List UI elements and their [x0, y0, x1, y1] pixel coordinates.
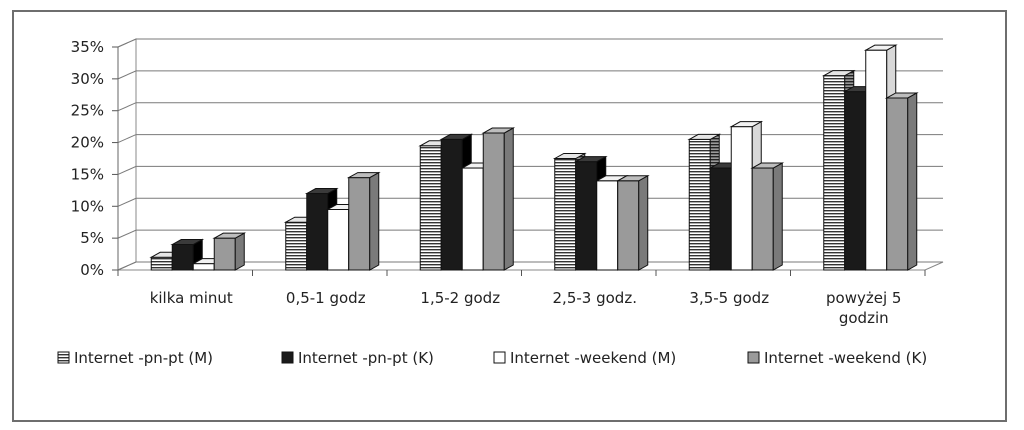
gridline: [117, 134, 943, 144]
bar-side: [638, 174, 649, 271]
bar-top: [346, 172, 381, 179]
bar-front: [171, 244, 194, 271]
bar-front: [327, 208, 350, 271]
bar-top: [729, 121, 764, 128]
bar: [212, 232, 247, 271]
bar-front: [440, 138, 463, 271]
legend-swatch: [281, 351, 294, 364]
x-category-label: 0,5-1 godz: [286, 289, 366, 307]
x-category-label: kilka minut: [150, 289, 233, 307]
gridline: [117, 229, 943, 239]
y-tick-label: 5%: [80, 229, 104, 247]
x-category-label: 1,5-2 godz: [420, 289, 500, 307]
bar-front: [554, 158, 577, 271]
legend-label: Internet -weekend (K): [764, 349, 927, 367]
gridline: [117, 165, 943, 175]
bar-front: [709, 167, 732, 271]
bar-front: [150, 256, 173, 271]
y-tick-label: 30%: [71, 70, 104, 88]
bar: [481, 127, 516, 271]
bar-top: [439, 133, 474, 140]
bar-side: [234, 232, 245, 271]
x-category-label: godzin: [839, 309, 889, 327]
bars: [149, 44, 919, 271]
bar: [615, 174, 650, 271]
bar-front: [596, 180, 619, 271]
bar: [346, 171, 381, 271]
y-tick-label: 0%: [80, 261, 104, 279]
gridline: [117, 38, 943, 48]
legend-label: Internet -pn-pt (K): [298, 349, 434, 367]
y-tick-label: 25%: [71, 102, 104, 120]
bar-front: [617, 180, 640, 271]
y-tick-label: 15%: [71, 165, 104, 183]
bar-front: [461, 167, 484, 271]
x-axis-categories: kilka minut 0,5-1 godz 1,5-2 godz 2,5-3 god…: [117, 270, 926, 327]
legend-item: Internet -pn-pt (M): [57, 349, 213, 367]
bar-top: [170, 239, 205, 246]
bar-side: [503, 127, 514, 271]
bar-front: [213, 237, 236, 271]
gridline: [117, 70, 943, 80]
bar-top: [615, 175, 650, 182]
legend-item: Internet -pn-pt (K): [281, 349, 434, 367]
y-axis-ticks: 0% 5% 10% 15% 20% 25% 30% 35%: [71, 38, 119, 279]
bar-front: [306, 193, 329, 271]
bar-top: [821, 70, 856, 77]
bar-front: [886, 97, 909, 271]
legend-label: Internet -weekend (M): [510, 349, 676, 367]
bar-front: [688, 138, 711, 271]
x-category-label: powyżej 5: [826, 289, 901, 307]
bar-top: [481, 127, 516, 134]
bar-front: [865, 49, 888, 271]
bar-top: [687, 133, 722, 140]
bar-top: [573, 156, 608, 163]
left-wall: [117, 38, 137, 271]
bar-side: [907, 92, 918, 271]
legend-swatch: [747, 351, 760, 364]
legend-swatch: [57, 351, 70, 364]
bar-front: [348, 177, 371, 271]
bar: [750, 162, 785, 271]
gridline: [117, 197, 943, 207]
bar-top: [212, 232, 247, 239]
bar-front: [730, 126, 753, 271]
bar-front: [482, 132, 505, 271]
legend: Internet -pn-pt (M) Internet -pn-pt (K) In…: [57, 349, 927, 367]
bar: [884, 92, 919, 271]
bar-front: [823, 75, 846, 271]
gridline: [117, 102, 943, 112]
legend-item: Internet -weekend (K): [747, 349, 927, 367]
legend-swatch: [493, 351, 506, 364]
bar-front: [844, 91, 867, 271]
x-category-label: 2,5-3 godz.: [553, 289, 637, 307]
gridlines: [117, 38, 943, 271]
bar-side: [772, 162, 783, 271]
bar-front: [751, 167, 774, 271]
bar-front: [192, 263, 215, 271]
y-tick-label: 35%: [71, 38, 104, 56]
bar-front: [575, 161, 598, 271]
gridline: [117, 261, 943, 271]
bar-top: [304, 188, 339, 195]
x-category-label: 3,5-5 godz: [689, 289, 769, 307]
bar-top: [552, 153, 587, 159]
legend-label: Internet -pn-pt (M): [74, 349, 213, 367]
bar-top: [750, 162, 785, 169]
y-tick-label: 20%: [71, 134, 104, 152]
bar-top: [863, 44, 898, 51]
y-tick-label: 10%: [71, 197, 104, 215]
bar-top: [884, 92, 919, 99]
bar-front: [419, 145, 442, 271]
bar-front: [285, 221, 308, 271]
bar-side: [369, 171, 380, 271]
legend-item: Internet -weekend (M): [493, 349, 676, 367]
